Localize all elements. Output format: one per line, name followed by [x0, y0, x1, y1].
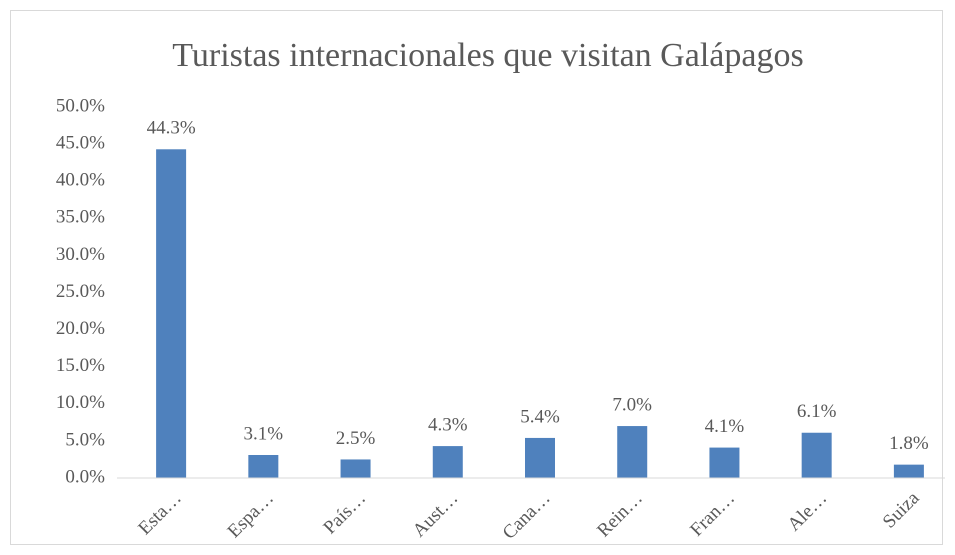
data-label: 5.4% — [520, 406, 560, 427]
x-tick-label: Espa… — [224, 488, 278, 542]
y-tick-label: 35.0% — [56, 207, 105, 228]
y-tick-label: 20.0% — [56, 318, 105, 339]
bar — [248, 454, 279, 478]
chart-title: Turistas internacionales que visitan Gal… — [172, 37, 803, 74]
data-label: 7.0% — [612, 394, 652, 415]
bar — [617, 426, 648, 478]
y-tick-label: 5.0% — [65, 429, 105, 450]
x-tick-label: Esta… — [134, 488, 185, 539]
data-label: 3.1% — [244, 423, 284, 444]
data-label: 4.1% — [705, 416, 745, 437]
x-tick-label: Rein… — [593, 488, 647, 542]
chart-border — [10, 10, 943, 545]
data-label: 44.3% — [147, 118, 196, 139]
x-tick-label: Suiza — [879, 487, 924, 532]
y-tick-label: 50.0% — [56, 95, 105, 116]
y-tick-label: 10.0% — [56, 392, 105, 413]
bar — [432, 446, 463, 478]
bar — [525, 437, 555, 478]
x-tick-label: Ale… — [784, 488, 832, 536]
bar — [893, 464, 924, 478]
bar — [709, 447, 740, 478]
y-tick-label: 15.0% — [56, 355, 105, 376]
y-tick-label: 0.0% — [65, 466, 105, 487]
bar — [156, 149, 187, 478]
data-label: 4.3% — [428, 414, 468, 435]
data-label: 1.8% — [889, 433, 929, 454]
bar — [340, 459, 371, 478]
y-tick-label: 45.0% — [56, 132, 105, 153]
y-tick-label: 40.0% — [56, 170, 105, 191]
data-label: 2.5% — [336, 428, 376, 449]
data-label: 6.1% — [797, 401, 837, 422]
x-tick-label: Aust… — [409, 488, 463, 542]
x-tick-label: País… — [319, 488, 370, 539]
y-tick-label: 30.0% — [56, 244, 105, 265]
x-tick-label: Fran… — [686, 488, 739, 541]
bar — [801, 432, 832, 478]
x-tick-label: Cana… — [499, 488, 555, 544]
y-tick-label: 25.0% — [56, 281, 105, 302]
